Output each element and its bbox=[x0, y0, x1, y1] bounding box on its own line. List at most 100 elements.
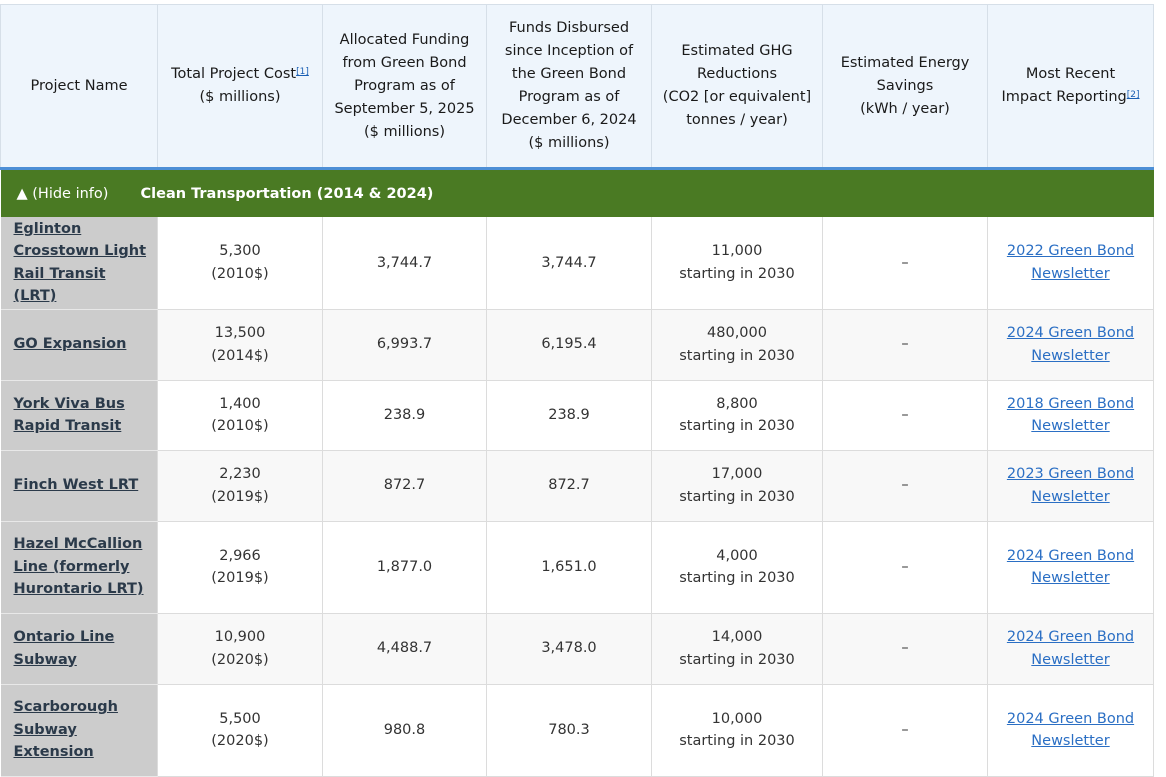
footnote-1: [1] bbox=[296, 67, 309, 77]
project-name-link[interactable]: Hazel McCallion Line (formerly Hurontari… bbox=[13, 536, 144, 598]
energy-cell: – bbox=[822, 217, 988, 310]
allocated-value: 980.8 bbox=[383, 721, 426, 738]
total-cost-cell: 13,500 (2014$) bbox=[157, 309, 323, 381]
allocated-value: 872.7 bbox=[383, 477, 426, 494]
header-energy-line: (kWh / year) bbox=[860, 100, 950, 117]
project-name-link[interactable]: York Viva Bus Rapid Transit bbox=[13, 395, 125, 435]
ghg-cell: 8,800 starting in 2030 bbox=[651, 380, 823, 451]
ghg-note: starting in 2030 bbox=[679, 488, 795, 505]
header-disbursed-line: since Inception of bbox=[504, 43, 634, 59]
allocated-cell: 238.9 bbox=[322, 380, 487, 451]
total-cost-value: 5,300 bbox=[219, 243, 261, 260]
header-ghg-line: (CO2 [or equivalent] bbox=[662, 89, 812, 105]
impact-report-link[interactable]: 2024 Green Bond Newsletter bbox=[1006, 547, 1135, 587]
energy-cell: – bbox=[822, 380, 988, 451]
impact-report-link[interactable]: 2024 Green Bond Newsletter bbox=[1006, 325, 1135, 364]
project-name-link[interactable]: GO Expansion bbox=[13, 336, 127, 353]
group-row-clean-transportation: ▲ (Hide info) Clean Transportation (2014 … bbox=[0, 168, 1154, 217]
allocated-value: 238.9 bbox=[383, 406, 426, 423]
header-ghg-line: Reductions bbox=[696, 66, 778, 82]
ghg-cell: 4,000 starting in 2030 bbox=[651, 521, 823, 614]
header-total-cost-unit: ($ millions) bbox=[199, 89, 281, 105]
table-row: Eglinton Crosstown Light Rail Transit (L… bbox=[0, 217, 1154, 310]
header-impact-line: Most Recent bbox=[1025, 66, 1116, 82]
footnote-2-link[interactable]: [2] bbox=[1126, 90, 1140, 100]
impact-report-link[interactable]: 2018 Green Bond Newsletter bbox=[1006, 395, 1135, 435]
allocated-cell: 980.8 bbox=[322, 684, 487, 777]
allocated-cell: 4,488.7 bbox=[322, 613, 487, 685]
header-allocated-line: ($ millions) bbox=[363, 123, 445, 140]
impact-report-link[interactable]: 2024 Green Bond Newsletter bbox=[1006, 629, 1135, 668]
impact-report-link[interactable]: 2022 Green Bond Newsletter bbox=[1006, 243, 1135, 282]
header-energy-line: Savings bbox=[876, 77, 934, 94]
header-impact-line: Impact Reporting bbox=[1001, 89, 1127, 105]
energy-cell: – bbox=[822, 521, 988, 614]
total-cost-year: (2020$) bbox=[211, 733, 269, 749]
header-project-name-label: Project Name bbox=[30, 77, 128, 94]
header-energy: Estimated Energy Savings (kWh / year) bbox=[822, 4, 988, 170]
energy-cell: – bbox=[822, 684, 988, 777]
impact-report-link[interactable]: 2024 Green Bond Newsletter bbox=[1006, 710, 1135, 750]
footnote-1-link[interactable]: [1] bbox=[296, 67, 309, 77]
total-cost-cell: 1,400 (2010$) bbox=[157, 380, 323, 451]
total-cost-value: 13,500 bbox=[214, 325, 266, 341]
project-name-link[interactable]: Finch West LRT bbox=[13, 477, 139, 494]
energy-cell: – bbox=[822, 613, 988, 685]
impact-report-cell: 2018 Green Bond Newsletter bbox=[987, 380, 1154, 451]
ghg-cell: 17,000 starting in 2030 bbox=[651, 450, 823, 522]
total-cost-year: (2010$) bbox=[211, 265, 269, 282]
allocated-value: 3,744.7 bbox=[376, 254, 433, 271]
energy-value: – bbox=[901, 254, 909, 271]
header-impact-reporting: Most Recent Impact Reporting[2] bbox=[987, 4, 1154, 170]
ghg-value: 480,000 bbox=[707, 325, 767, 341]
allocated-value: 4,488.7 bbox=[376, 640, 433, 657]
green-bond-projects-table: Project Name Total Project Cost[1] ($ mi… bbox=[0, 4, 1154, 777]
project-name-link[interactable]: Scarborough Subway Extension bbox=[13, 699, 118, 761]
ghg-note: starting in 2030 bbox=[679, 651, 795, 668]
header-allocated-line: September 5, 2025 bbox=[334, 100, 475, 117]
disbursed-cell: 780.3 bbox=[486, 684, 652, 777]
allocated-cell: 1,877.0 bbox=[322, 521, 487, 614]
total-cost-year: (2014$) bbox=[211, 347, 269, 364]
project-name-link[interactable]: Eglinton Crosstown Light Rail Transit (L… bbox=[13, 220, 147, 305]
ghg-note: starting in 2030 bbox=[679, 347, 795, 364]
allocated-cell: 872.7 bbox=[322, 450, 487, 522]
ghg-value: 8,800 bbox=[716, 395, 758, 412]
project-name-link[interactable]: Ontario Line Subway bbox=[13, 629, 115, 668]
group-cell: ▲ (Hide info) Clean Transportation (2014 … bbox=[0, 168, 1154, 217]
disbursed-value: 238.9 bbox=[548, 406, 590, 423]
energy-value: – bbox=[901, 477, 909, 494]
header-allocated: Allocated Funding from Green Bond Progra… bbox=[322, 4, 487, 170]
ghg-note: starting in 2030 bbox=[679, 265, 795, 282]
project-name-cell: Hazel McCallion Line (formerly Hurontari… bbox=[0, 521, 158, 614]
total-cost-cell: 5,500 (2020$) bbox=[157, 684, 323, 777]
green-bond-table-container: Project Name Total Project Cost[1] ($ mi… bbox=[0, 4, 1154, 777]
impact-report-cell: 2024 Green Bond Newsletter bbox=[987, 613, 1154, 685]
total-cost-value: 5,500 bbox=[219, 710, 261, 727]
total-cost-value: 1,400 bbox=[219, 395, 261, 412]
header-disbursed: Funds Disbursed since Inception of the G… bbox=[486, 4, 652, 170]
table-header: Project Name Total Project Cost[1] ($ mi… bbox=[0, 4, 1154, 170]
total-cost-year: (2010$) bbox=[211, 418, 269, 434]
table-body: ▲ (Hide info) Clean Transportation (2014 … bbox=[0, 168, 1154, 777]
impact-report-cell: 2024 Green Bond Newsletter bbox=[987, 309, 1154, 381]
disbursed-value: 3,478.0 bbox=[541, 640, 597, 657]
energy-value: – bbox=[901, 721, 909, 738]
energy-value: – bbox=[901, 640, 909, 657]
table-row: Ontario Line Subway 10,900 (2020$) 4,488.7 3… bbox=[0, 613, 1154, 685]
ghg-cell: 14,000 starting in 2030 bbox=[651, 613, 823, 685]
total-cost-value: 2,966 bbox=[219, 547, 261, 564]
energy-value: – bbox=[901, 336, 909, 353]
disbursed-cell: 3,478.0 bbox=[486, 613, 652, 685]
hide-info-toggle[interactable]: ▲ (Hide info) bbox=[16, 185, 109, 202]
ghg-note: starting in 2030 bbox=[679, 733, 795, 749]
table-row: GO Expansion 13,500 (2014$) 6,993.7 6,195.4 4… bbox=[0, 309, 1154, 381]
impact-report-cell: 2022 Green Bond Newsletter bbox=[987, 217, 1154, 310]
total-cost-value: 2,230 bbox=[219, 466, 261, 482]
energy-value: – bbox=[901, 558, 909, 575]
ghg-value: 10,000 bbox=[711, 710, 763, 727]
header-ghg-line: tonnes / year) bbox=[686, 112, 788, 128]
header-disbursed-line: the Green Bond bbox=[511, 66, 627, 82]
ghg-cell: 480,000 starting in 2030 bbox=[651, 309, 823, 381]
impact-report-link[interactable]: 2023 Green Bond Newsletter bbox=[1006, 466, 1135, 505]
